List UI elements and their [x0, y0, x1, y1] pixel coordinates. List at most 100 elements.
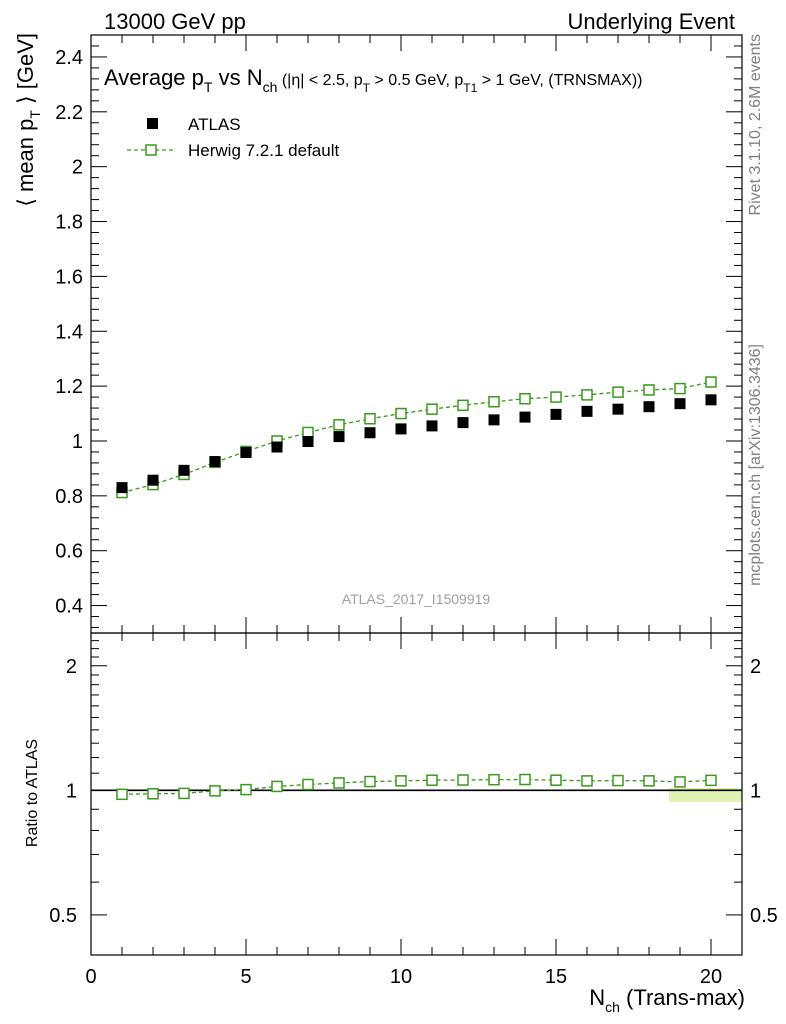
- main-x-ticks: [90, 35, 743, 633]
- herwig-point: [457, 399, 469, 412]
- herwig-point: [705, 376, 717, 388]
- legend-marker-atlas: [147, 118, 158, 129]
- ratio-x-ticks: 0 5 10 15 20: [85, 633, 743, 988]
- herwig-point: [519, 392, 531, 405]
- plot-title: Average pT vs Nch (|η| < 2.5, pT > 0.5 G…: [104, 65, 643, 95]
- plot-title-sub-4: T1: [463, 81, 477, 95]
- atlas-point: [705, 394, 717, 406]
- plot-title-sub-3: T: [363, 81, 371, 95]
- ratio-frame: [90, 632, 743, 956]
- ratio-herwig-point: [426, 774, 438, 786]
- process-label: Underlying Event: [567, 9, 735, 34]
- ratio-herwig-point: [364, 775, 376, 788]
- rivet-version-label: Rivet 3.1.10, 2.6M events: [747, 34, 764, 215]
- ratio-herwig-point: [550, 774, 562, 786]
- plot-title-sub-2: ch: [263, 79, 278, 95]
- ratio-herwig-point: [271, 780, 283, 793]
- ratio-panel: 0.5 0.5 1 1 2 2 0 5 10 15 20 Ratio to ATLAS Nch (…: [24, 632, 778, 1015]
- ratio-herwig-point: [643, 775, 655, 787]
- atlas-point: [147, 474, 159, 486]
- x-axis-label-part-b: (Trans-max): [620, 985, 745, 1010]
- ratio-y-tick-label: 1: [66, 780, 77, 802]
- legend: ATLAS Herwig 7.2.1 default: [127, 115, 339, 160]
- herwig-point: [333, 419, 345, 431]
- herwig-point: [612, 386, 624, 398]
- ratio-herwig-point: [612, 774, 624, 787]
- plot-title-part-2: vs N: [212, 65, 262, 90]
- main-y-tick-label: 0.6: [55, 541, 83, 563]
- ratio-y-tick-label-right: 0.5: [750, 905, 778, 927]
- ratio-y-axis-label: Ratio to ATLAS: [24, 739, 41, 847]
- atlas-point: [271, 441, 283, 453]
- herwig-point: [395, 407, 407, 420]
- atlas-point: [364, 427, 376, 439]
- main-y-label-part-b: ⟩ [GeV]: [13, 33, 38, 110]
- atlas-point: [581, 405, 593, 417]
- atlas-point: [116, 482, 128, 494]
- legend-label-herwig: Herwig 7.2.1 default: [188, 141, 339, 160]
- herwig-point: [364, 413, 376, 425]
- ratio-y-ticks: 0.5 0.5 1 1 2 2: [49, 632, 778, 956]
- atlas-point: [488, 414, 500, 426]
- x-tick-label: 15: [545, 966, 567, 988]
- ratio-marks: [91, 773, 742, 801]
- atlas-point: [240, 447, 252, 459]
- main-y-label-sub: T: [27, 110, 43, 119]
- plot-title-part-1: Average p: [104, 65, 204, 90]
- ratio-herwig-point: [674, 776, 686, 788]
- herwig-point: [581, 389, 593, 401]
- atlas-point: [333, 431, 345, 443]
- herwig-point: [302, 426, 314, 439]
- herwig-point: [674, 382, 686, 395]
- herwig-line: [121, 381, 712, 494]
- atlas-point: [612, 403, 624, 415]
- main-y-label-part-a: ⟨ mean p: [13, 119, 38, 207]
- herwig-point: [643, 384, 655, 396]
- ratio-herwig-point: [488, 773, 500, 786]
- main-panel: 0.4 0.6 0.8 1 1.2 1.4 1.6 1.8 2 2.2 2.4 ATLAS_2017…: [13, 33, 743, 634]
- atlas-point: [395, 423, 407, 435]
- x-axis-label: Nch (Trans-max): [589, 985, 745, 1015]
- energy-label: 13000 GeV pp: [104, 9, 246, 34]
- ratio-y-tick-label-right: 2: [750, 656, 761, 678]
- x-tick-label: 0: [85, 966, 96, 988]
- ratio-herwig-point: [457, 774, 469, 786]
- herwig-point: [426, 403, 438, 415]
- main-y-tick-label: 1.8: [55, 212, 83, 234]
- atlas-point: [426, 420, 438, 432]
- ratio-y-tick-label-right: 1: [750, 780, 761, 802]
- main-y-ticks: 0.4 0.6 0.8 1 1.2 1.4 1.6 1.8 2 2.2 2.4: [55, 45, 742, 629]
- ratio-herwig-point: [519, 773, 531, 786]
- ratio-herwig-point: [116, 788, 128, 801]
- x-tick-label: 10: [390, 966, 412, 988]
- ratio-y-tick-label: 0.5: [49, 905, 77, 927]
- ratio-herwig-point: [395, 775, 407, 787]
- ratio-herwig-point: [581, 775, 593, 787]
- herwig-point: [488, 396, 500, 408]
- atlas-point: [643, 401, 655, 413]
- watermark: ATLAS_2017_I1509919: [342, 591, 491, 607]
- legend-marker-herwig: [145, 144, 157, 156]
- ratio-herwig-point: [705, 774, 717, 787]
- plot-title-sub-1: T: [204, 79, 213, 95]
- herwig-point: [550, 391, 562, 403]
- ratio-y-tick-label: 2: [66, 656, 77, 678]
- main-y-tick-label: 1.2: [55, 376, 83, 398]
- atlas-point: [209, 456, 221, 468]
- atlas-point: [302, 436, 314, 448]
- main-y-tick-label: 2.2: [55, 102, 83, 124]
- ratio-band: [669, 788, 742, 802]
- ratio-herwig-point: [240, 783, 252, 796]
- mcplots-label: mcplots.cern.ch [arXiv:1306.3436]: [747, 344, 764, 586]
- x-axis-label-sub: ch: [605, 999, 620, 1015]
- main-y-axis-label: ⟨ mean pT ⟩ [GeV]: [13, 33, 43, 207]
- plot-title-part-5: > 1 GeV, (TRNSMAX)): [477, 72, 642, 89]
- atlas-point: [550, 408, 562, 420]
- x-axis-label-part-a: N: [589, 985, 605, 1010]
- main-marks: [116, 376, 717, 499]
- main-y-tick-label: 1.6: [55, 266, 83, 288]
- ratio-herwig-point: [178, 787, 190, 800]
- x-tick-label: 5: [240, 966, 251, 988]
- ratio-herwig-point: [333, 777, 345, 789]
- plot-title-part-4: > 0.5 GeV, p: [370, 72, 463, 89]
